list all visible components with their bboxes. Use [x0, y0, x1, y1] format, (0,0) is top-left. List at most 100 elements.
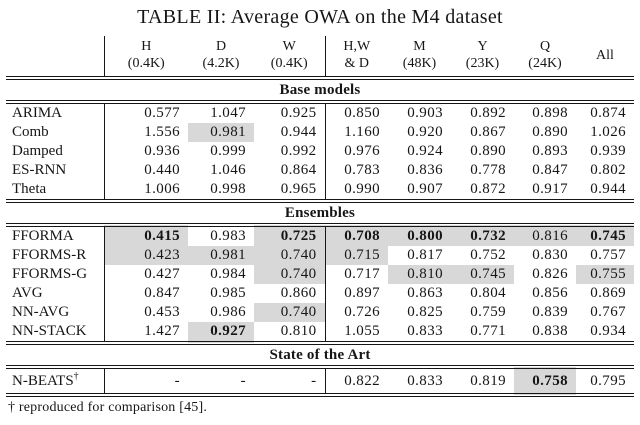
header-cell-m: M (48K) — [388, 36, 451, 78]
table-footnote: † reproduced for comparison [45]. — [8, 400, 208, 415]
model-name: NN-STACK — [6, 322, 105, 343]
value-cell: 0.847 — [532, 162, 568, 178]
model-name: Damped — [6, 142, 105, 161]
header-line1: H,W — [343, 39, 371, 54]
value-cell: 0.897 — [344, 285, 380, 301]
value-cell: 0.867 — [470, 124, 506, 140]
value-cell: 0.890 — [532, 124, 568, 140]
owa-results-table: H (0.4K) D (4.2K) W (0.4K) H,W & D M (48K) Y (23K) Q… — [6, 36, 634, 397]
header-cell-d: D (4.2K) — [188, 36, 254, 78]
value-cell: 0.715 — [325, 246, 388, 265]
header-line1: M — [413, 39, 426, 54]
value-cell: 0.833 — [388, 367, 451, 397]
table-row: Theta 1.006 0.998 0.965 0.990 0.907 0.872 0.917… — [6, 180, 634, 201]
value-cell: 0.860 — [254, 284, 326, 303]
header-cell-models — [6, 36, 105, 78]
value-cell: 0.740 — [254, 246, 326, 265]
header-line2: (48K) — [402, 56, 437, 71]
model-name: Theta — [6, 180, 105, 201]
value-cell: 0.427 — [144, 266, 180, 282]
value-cell: 0.986 — [210, 304, 246, 320]
value-cell: 1.026 — [590, 124, 626, 140]
value-cell: 0.833 — [407, 323, 443, 339]
model-name: FFORMS-G — [6, 265, 105, 284]
table-row: AVG 0.847 0.985 0.860 0.897 0.863 0.804 0.856 0.… — [6, 284, 634, 303]
model-name: Comb — [6, 123, 105, 142]
value-cell: 0.778 — [470, 162, 506, 178]
value-cell: 1.046 — [210, 162, 246, 178]
value-cell: 0.453 — [144, 304, 180, 320]
value-cell: 0.740 — [254, 265, 326, 284]
model-name: N-BEATS† — [6, 367, 105, 397]
section-label: State of the Art — [6, 341, 634, 369]
value-cell: 0.917 — [532, 181, 568, 197]
value-cell: 1.006 — [144, 181, 180, 197]
value-cell: 0.732 — [451, 225, 514, 246]
value-cell: 0.869 — [590, 285, 626, 301]
section-row: Base models — [6, 76, 634, 104]
table-row: N-BEATS† - - -0.822 0.833 0.819 0.758 0.795 — [6, 367, 634, 397]
value-cell: 0.864 — [254, 161, 326, 180]
value-cell: 0.998 — [210, 181, 246, 197]
value-cell: 1.556 — [144, 124, 180, 140]
value-cell: 0.907 — [407, 181, 443, 197]
model-name: AVG — [6, 284, 105, 303]
value-cell: 0.708 — [325, 225, 388, 246]
value-cell: 0.758 — [514, 367, 576, 397]
value-cell: 0.822 — [325, 367, 388, 397]
value-cell: 0.830 — [532, 247, 568, 263]
table-row: NN-STACK 1.427 0.927 0.810 1.055 0.833 0.771 0.… — [6, 322, 634, 343]
value-cell: 0.825 — [407, 304, 443, 320]
table-row: Comb 1.556 0.981 0.944 1.160 0.920 0.867 0.890 1… — [6, 123, 634, 142]
value-cell: 0.804 — [470, 285, 506, 301]
header-line1: Q — [539, 39, 551, 54]
value-cell: 0.800 — [388, 225, 451, 246]
table-row: FFORMS-R 0.423 0.981 0.740 0.715 0.817 0.752 0.… — [6, 246, 634, 265]
table-body: Base models ARIMA 0.577 1.047 0.925 0.850 0.90… — [6, 76, 634, 397]
header-cell-h: H (0.4K) — [104, 36, 188, 78]
value-cell: 0.985 — [210, 285, 246, 301]
header-cell-y: Y (23K) — [451, 36, 514, 78]
value-cell: 0.898 — [532, 105, 568, 121]
value-cell: 0.423 — [104, 246, 188, 265]
header-line2: (0.4K) — [270, 56, 308, 71]
value-cell: 0.944 — [254, 123, 326, 142]
section-label: Ensembles — [6, 199, 634, 227]
table-row: FFORMS-G 0.427 0.984 0.740 0.717 0.810 0.745 0.… — [6, 265, 634, 284]
table-row: NN-AVG 0.453 0.986 0.740 0.726 0.825 0.759 0.83… — [6, 303, 634, 322]
value-cell: 0.893 — [532, 143, 568, 159]
value-cell: 0.577 — [144, 105, 180, 121]
value-cell: 0.847 — [144, 285, 180, 301]
value-cell: - — [188, 367, 254, 397]
section-row: State of the Art — [6, 341, 634, 369]
value-cell: 0.990 — [344, 181, 380, 197]
value-cell: 1.160 — [344, 124, 380, 140]
value-cell: 0.856 — [532, 285, 568, 301]
header-cell-w: W (0.4K) — [254, 36, 326, 78]
value-cell: 0.745 — [451, 265, 514, 284]
value-cell: - — [104, 367, 188, 397]
table-row: ES-RNN 0.440 1.046 0.864 0.783 0.836 0.778 0.84… — [6, 161, 634, 180]
value-cell: 0.745 — [576, 225, 634, 246]
value-cell: 0.927 — [188, 322, 254, 343]
value-cell: 0.802 — [590, 162, 626, 178]
header-line1: W — [282, 39, 296, 54]
value-cell: 0.874 — [590, 105, 626, 121]
value-cell: 0.863 — [407, 285, 443, 301]
table-row: Damped 0.936 0.999 0.992 0.976 0.924 0.890 0.89… — [6, 142, 634, 161]
value-cell: 0.759 — [470, 304, 506, 320]
header-cell-all: All — [576, 36, 634, 78]
table-row: ARIMA 0.577 1.047 0.925 0.850 0.903 0.892 0.898… — [6, 102, 634, 123]
value-cell: 0.944 — [590, 181, 626, 197]
value-cell: 0.817 — [407, 247, 443, 263]
model-name: FFORMA — [6, 225, 105, 246]
header-row: H (0.4K) D (4.2K) W (0.4K) H,W & D M (48K) Y (23K) Q… — [6, 36, 634, 78]
value-cell: 0.838 — [532, 323, 568, 339]
header-line2: (23K) — [465, 56, 500, 71]
value-cell: 0.783 — [344, 162, 380, 178]
value-cell: 0.934 — [590, 323, 626, 339]
value-cell: 0.850 — [344, 105, 380, 121]
value-cell: 0.717 — [344, 266, 380, 282]
value-cell: 1.055 — [344, 323, 380, 339]
value-cell: 0.903 — [407, 105, 443, 121]
